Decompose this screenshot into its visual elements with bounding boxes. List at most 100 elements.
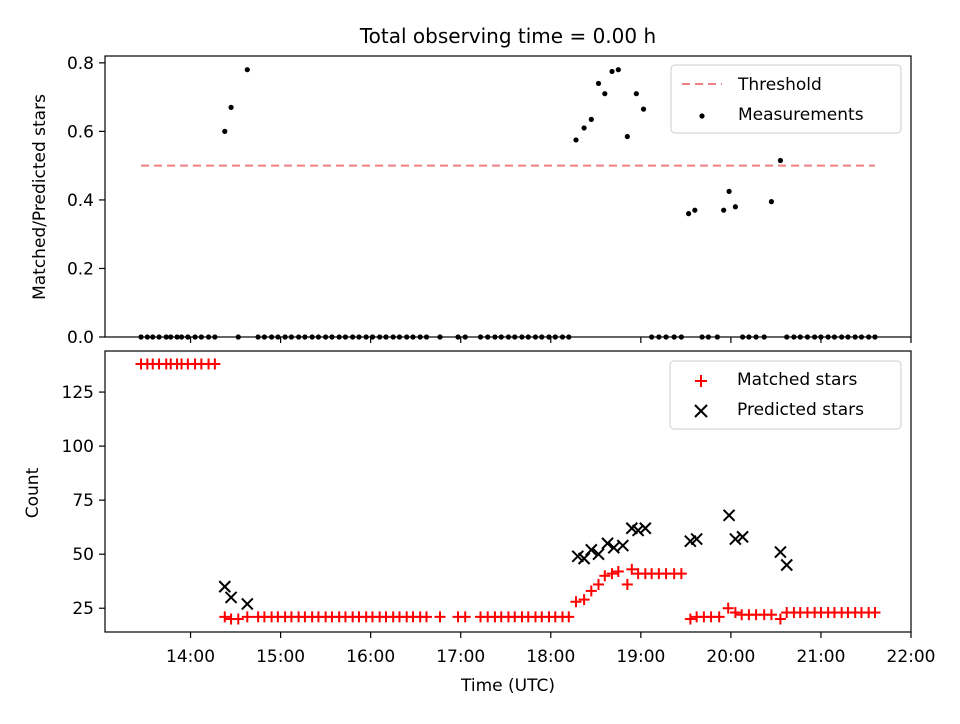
x-tick-label: 16:00 xyxy=(346,647,395,667)
measurement-point xyxy=(633,91,639,97)
measurement-point xyxy=(615,67,621,73)
matched-star-point xyxy=(684,613,696,625)
predicted-star-point xyxy=(780,558,793,572)
predicted-star-stroke-b xyxy=(774,545,787,559)
measurement-point xyxy=(588,116,594,122)
predicted-star-stroke-b xyxy=(690,532,703,546)
legend-matched-stars-label: Matched stars xyxy=(737,370,857,390)
matched-star-point xyxy=(675,568,687,580)
top-y-axis-label: Matched/Predicted stars xyxy=(30,94,50,300)
predicted-star-stroke-b xyxy=(607,541,621,554)
matched-star-point xyxy=(219,611,231,623)
matched-star-point xyxy=(232,613,244,625)
predicted-star-point xyxy=(218,580,231,593)
matched-star-point xyxy=(599,570,611,582)
measurement-point xyxy=(602,91,608,97)
x-tick-label: 22:00 xyxy=(887,647,936,667)
bottom-axes-frame xyxy=(104,350,912,633)
bottom-plot-area: 25 50 75 100 125 14:00 15:00 16:00 17:00 18:00 19:… xyxy=(62,358,936,667)
predicted-star-point xyxy=(639,522,652,535)
matched-star-point xyxy=(420,611,432,623)
predicted-star-stroke-b xyxy=(585,543,598,557)
predicted-star-stroke-b xyxy=(571,550,585,563)
x-tick-label: 20:00 xyxy=(706,647,755,667)
predicted-star-stroke-b xyxy=(577,552,591,565)
predicted-star-point xyxy=(592,547,605,561)
predicted-stars-legend-swatch xyxy=(694,404,708,418)
predicted-star-point xyxy=(601,537,614,550)
predicted-star-point xyxy=(729,532,742,546)
measurement-point xyxy=(595,80,602,87)
measurement-point xyxy=(768,199,775,205)
bottom-y-tick-label: 50 xyxy=(72,545,94,565)
predicted-star-point xyxy=(722,509,736,522)
top-y-tick-label: 0.6 xyxy=(67,122,94,142)
chart-title: Total observing time = 0.00 h xyxy=(359,24,656,48)
bottom-legend-box xyxy=(669,360,902,430)
predicted-star-stroke-b xyxy=(639,522,652,535)
matched-star-point xyxy=(209,358,221,370)
predicted-star-stroke-b xyxy=(625,522,639,535)
matched-star-point xyxy=(434,611,446,623)
top-y-tick-label: 0.2 xyxy=(67,259,94,279)
top-y-tick-label: 0.4 xyxy=(67,191,94,211)
predicted-star-point xyxy=(241,597,254,611)
predicted-star-stroke-b xyxy=(631,524,645,537)
predicted-star-stroke-b xyxy=(224,591,238,604)
predicted-star-point xyxy=(690,532,703,546)
matched-stars-legend-swatch xyxy=(695,375,707,387)
measurement-point xyxy=(573,137,579,143)
predicted-star-point xyxy=(585,543,598,557)
x-axis-label: Time (UTC) xyxy=(460,676,555,696)
measurements-legend-swatch xyxy=(699,113,705,119)
predicted-star-stroke-b xyxy=(729,532,742,546)
matched-star-point xyxy=(722,602,734,614)
measurement-point xyxy=(732,204,738,210)
matched-star-point xyxy=(765,609,777,621)
predicted-star-stroke-b xyxy=(592,547,605,561)
matched-star-point xyxy=(713,611,725,623)
bottom-y-tick-label: 100 xyxy=(62,437,94,457)
matched-star-point xyxy=(459,611,471,623)
predicted-star-point xyxy=(607,541,621,554)
matched-star-point xyxy=(621,578,633,590)
predicted-star-point xyxy=(616,539,630,552)
matched-star-point xyxy=(729,607,741,619)
bottom-y-axis-label: Count xyxy=(23,467,43,518)
bottom-y-tick-label: 125 xyxy=(62,383,94,403)
predicted-star-point xyxy=(577,552,591,565)
x-tick-label: 17:00 xyxy=(436,647,485,667)
measurement-point xyxy=(222,128,228,134)
legend-threshold-label: Threshold xyxy=(737,75,822,95)
matched-star-point xyxy=(578,594,590,606)
x-tick-label: 15:00 xyxy=(256,647,305,667)
predicted-star-point xyxy=(224,591,238,604)
measurement-point xyxy=(721,207,727,213)
predicted-star-stroke-b xyxy=(736,530,749,544)
matched-star-point xyxy=(606,568,618,580)
x-tick-label: 18:00 xyxy=(526,647,575,667)
matched-star-point xyxy=(774,613,786,625)
x-tick-label: 19:00 xyxy=(616,647,665,667)
matched-star-point xyxy=(585,585,597,597)
matched-star-point xyxy=(563,611,575,623)
predicted-star-stroke-b xyxy=(241,597,254,611)
predicted-star-stroke-b xyxy=(616,539,630,552)
bottom-y-tick-label: 25 xyxy=(72,599,94,619)
top-y-tick-label: 0.0 xyxy=(67,328,94,348)
measurement-point xyxy=(726,188,732,194)
matched-star-point xyxy=(241,611,253,623)
matched-star-point xyxy=(612,565,624,577)
top-axes-frame xyxy=(104,55,912,338)
predicted-star-point xyxy=(736,530,749,544)
predicted-star-stroke-b xyxy=(601,537,614,550)
top-legend-box xyxy=(670,64,902,134)
legend-predicted-stars-label: Predicted stars xyxy=(737,400,864,420)
predicted-star-stroke-b xyxy=(218,580,231,593)
measurement-point xyxy=(777,157,784,164)
measurement-point xyxy=(624,133,630,140)
predicted-star-stroke-b xyxy=(722,509,736,522)
matched-star-point xyxy=(593,578,605,590)
predicted-star-point xyxy=(774,545,787,559)
